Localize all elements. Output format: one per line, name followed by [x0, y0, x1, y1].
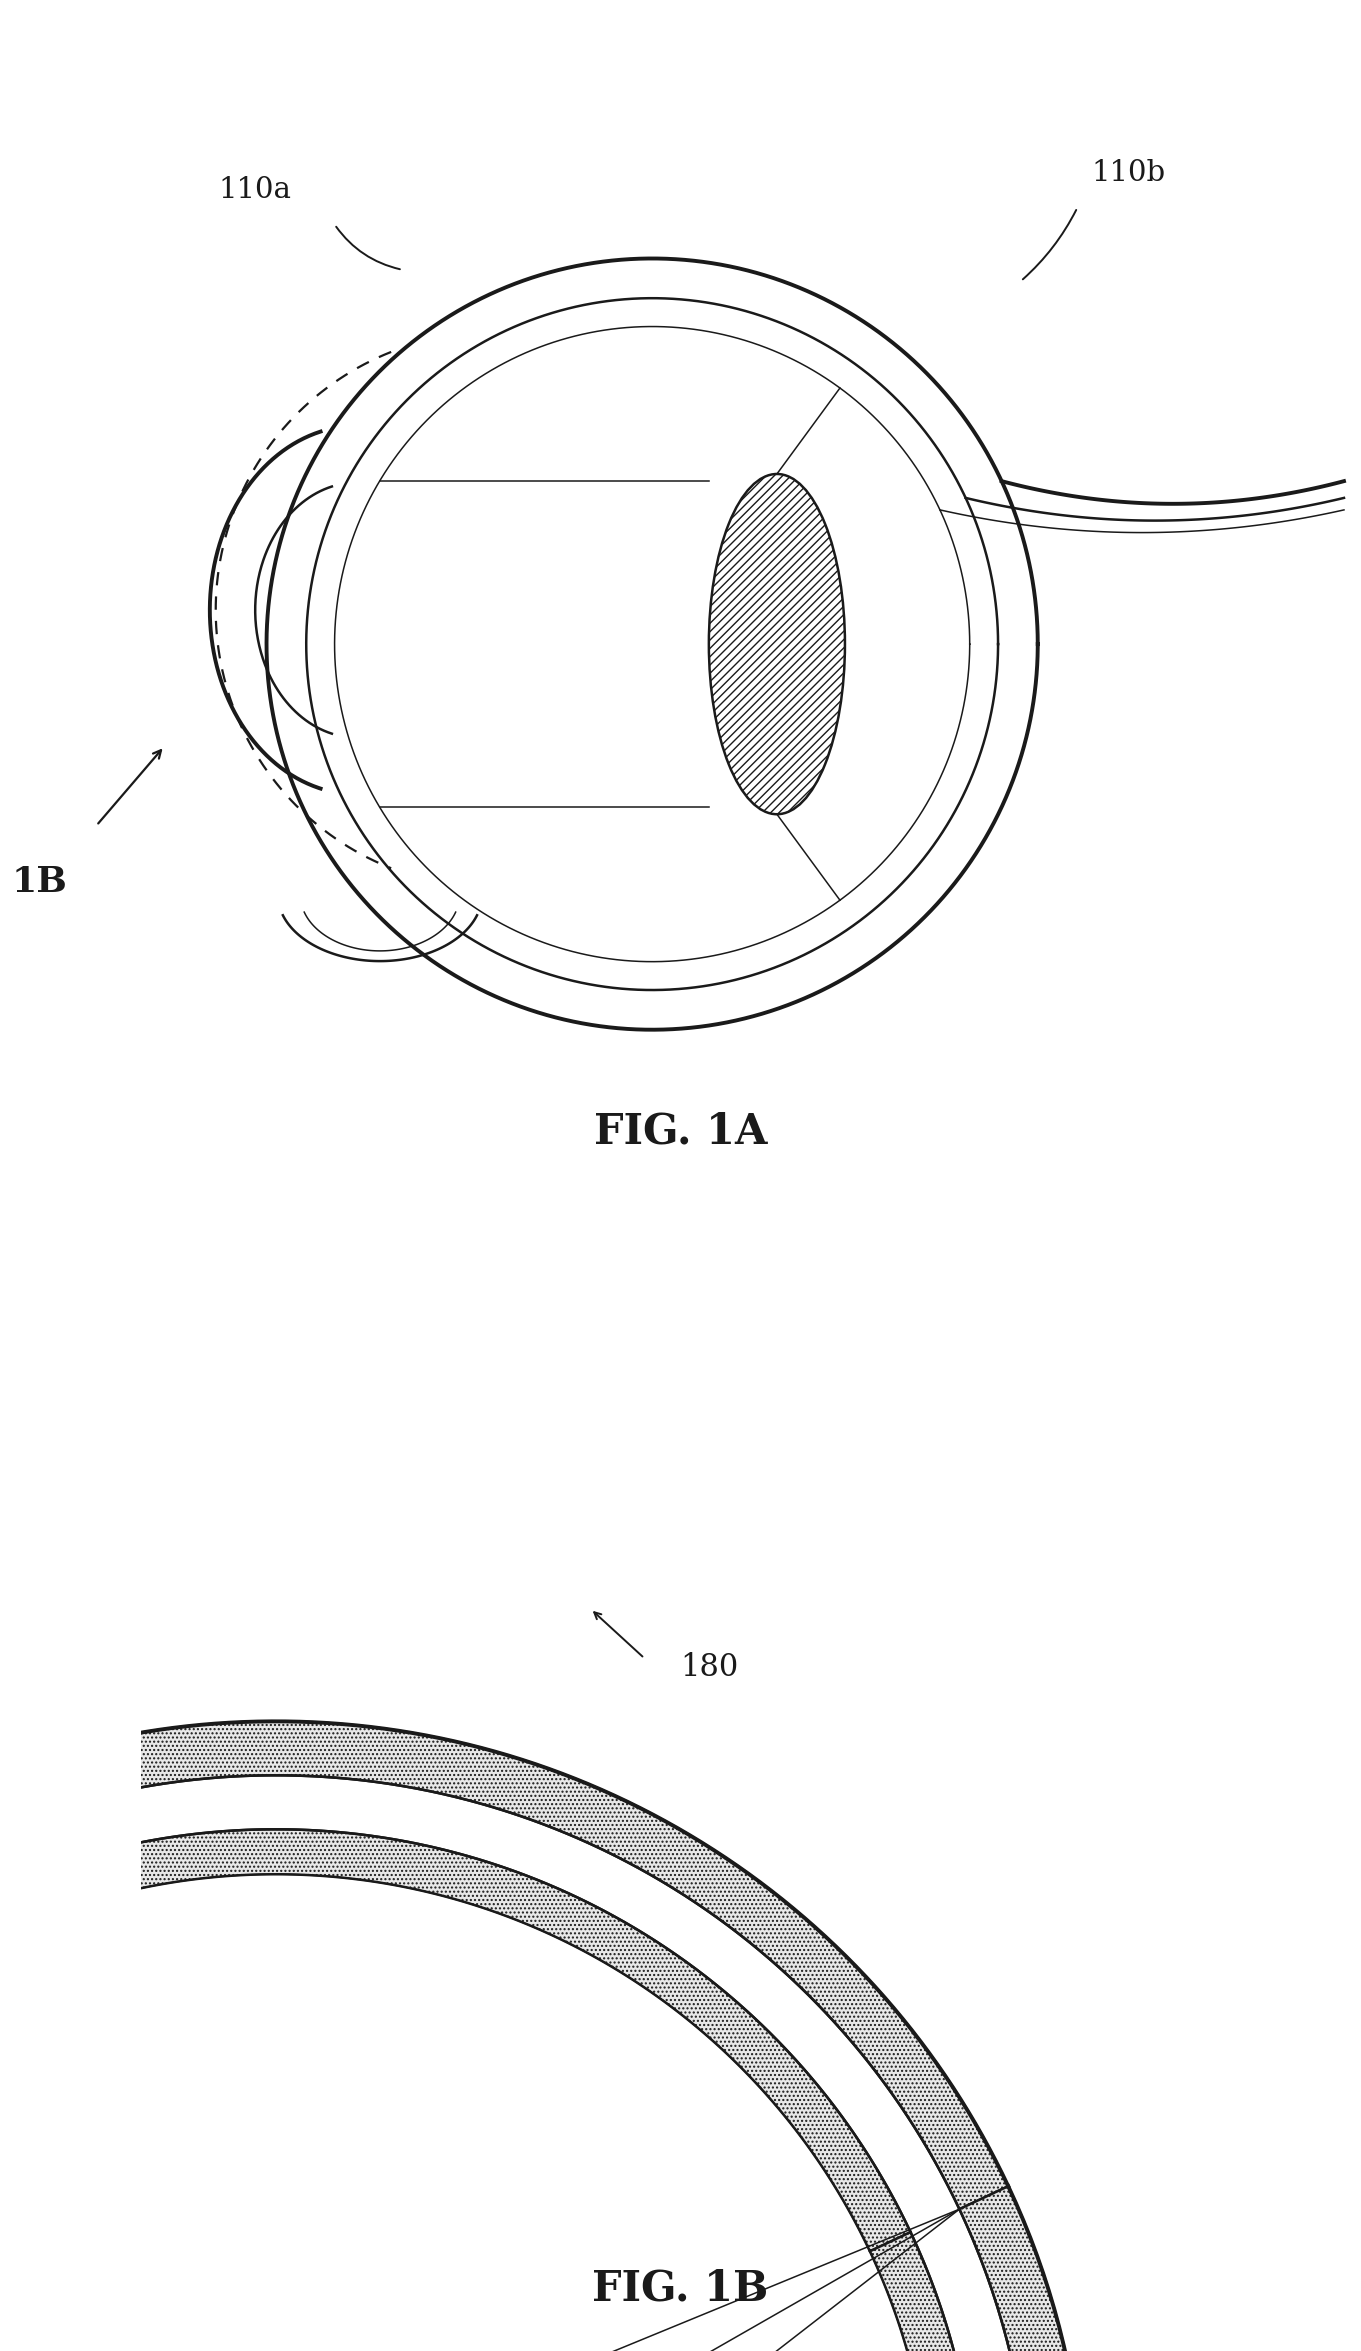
Text: 180: 180	[680, 1653, 739, 1683]
Text: 110a: 110a	[219, 176, 291, 205]
Polygon shape	[0, 1721, 1009, 2252]
Polygon shape	[459, 2231, 977, 2351]
Text: FIG. 1A: FIG. 1A	[593, 1110, 768, 1152]
Text: 110b: 110b	[1092, 160, 1165, 188]
Ellipse shape	[709, 475, 845, 813]
Polygon shape	[486, 2186, 1085, 2351]
Polygon shape	[0, 1829, 911, 2290]
Text: 1B: 1B	[12, 865, 68, 900]
Text: FIG. 1B: FIG. 1B	[592, 2266, 769, 2309]
